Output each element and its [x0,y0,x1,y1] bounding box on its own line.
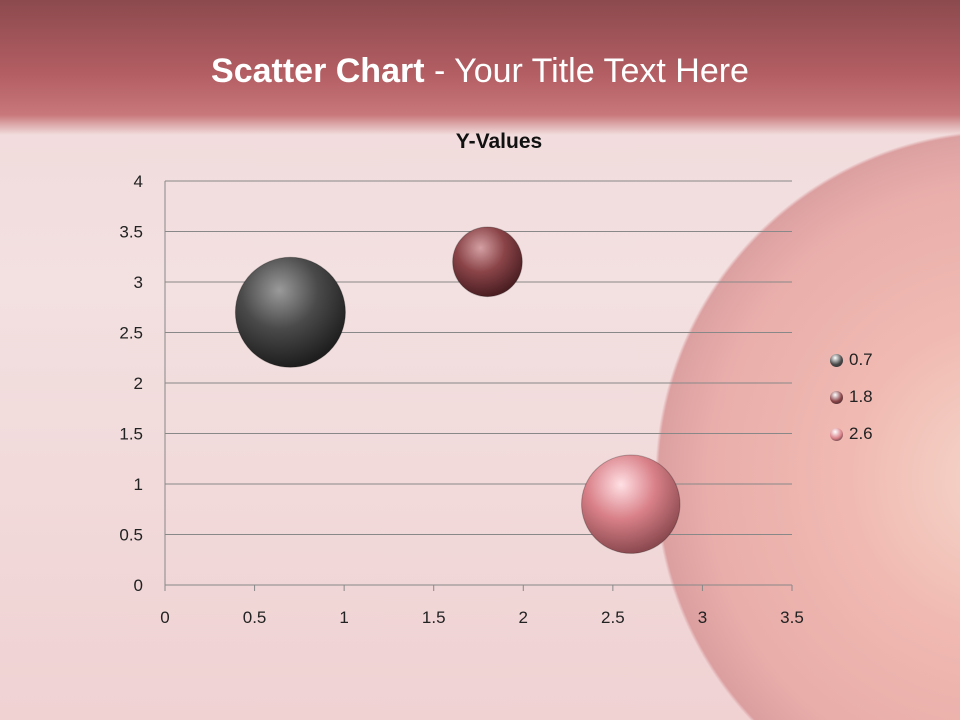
chart-title: Y-Values [456,130,542,153]
y-tick-label: 4 [134,172,143,191]
y-tick-label: 3.5 [119,223,143,242]
legend-marker-icon [830,353,843,367]
legend-marker-icon [830,390,843,404]
legend-marker-icon [830,427,843,441]
title-rest: - Your Title Text Here [424,52,749,90]
x-tick-label: 2.5 [601,608,625,627]
x-tick-label: 3 [698,608,707,627]
bubble-0.7 [234,256,346,368]
legend-label: 2.6 [849,424,873,443]
title-band [0,0,960,135]
legend-item: 1.8 [830,387,873,407]
bubble-1.8 [452,226,523,298]
y-tick-label: 3 [134,273,143,292]
slide-title: Scatter Chart - Your Title Text Here [0,52,960,91]
legend-item: 0.7 [830,350,873,370]
x-tick-label: 0 [160,608,169,627]
y-tick-label: 2.5 [119,324,143,343]
legend-item: 2.6 [830,424,873,444]
title-bold: Scatter Chart [211,52,425,90]
y-tick-label: 1 [134,475,143,494]
y-tick-label: 0.5 [119,526,143,545]
x-tick-label: 1.5 [422,608,446,627]
x-tick-label: 0.5 [243,608,267,627]
y-tick-label: 2 [134,374,143,393]
x-tick-label: 1 [339,608,348,627]
bubble-2.6 [581,454,681,554]
legend-label: 0.7 [849,350,873,369]
x-tick-label: 2 [519,608,528,627]
y-tick-label: 1.5 [119,425,143,444]
y-tick-label: 0 [134,576,143,595]
x-tick-label: 3.5 [780,608,804,627]
legend-label: 1.8 [849,387,873,406]
egg-cell-background [655,130,960,720]
